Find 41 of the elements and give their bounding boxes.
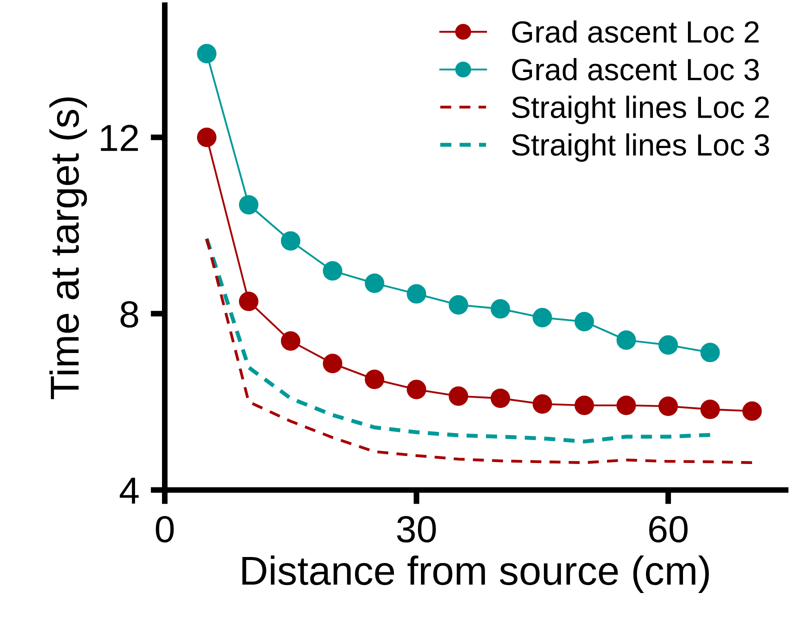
legend-label: Grad ascent Loc 2 [512,20,759,43]
point [658,335,678,355]
point [197,128,216,148]
x-tick-label: 60 [649,516,688,543]
legend-label: Straight lines Loc 2 [512,96,769,124]
y-tick-label: 8 [120,301,138,328]
point [322,261,342,281]
point [532,394,552,414]
point [364,370,384,390]
point [280,231,300,251]
point [322,354,342,374]
point [238,292,258,312]
x-axis-title: Distance from source (cm) [242,555,709,594]
point [448,386,468,406]
point [406,284,426,304]
point [490,388,510,408]
legend-label: Straight lines Loc 3 [512,133,770,162]
legend-label: Grad ascent Loc 3 [512,58,759,80]
y-tick-label: 4 [120,478,139,504]
point [448,295,468,315]
y-axis-title: Time at target (s) [49,97,87,400]
point [532,308,552,328]
point [742,401,762,421]
point [406,380,426,400]
x-tick-label: 30 [397,516,436,543]
x-tick-label: 0 [156,516,174,543]
point [197,44,216,64]
point [364,274,384,293]
point [574,396,594,416]
point [700,400,720,420]
point [616,396,636,416]
point [700,342,720,362]
y-tick-label: 12 [100,124,138,151]
line-series [204,236,712,444]
point [280,331,300,351]
point [616,330,636,350]
point [574,312,594,332]
point [658,396,678,416]
point [238,195,258,215]
point [490,299,510,319]
line-series [205,237,754,464]
